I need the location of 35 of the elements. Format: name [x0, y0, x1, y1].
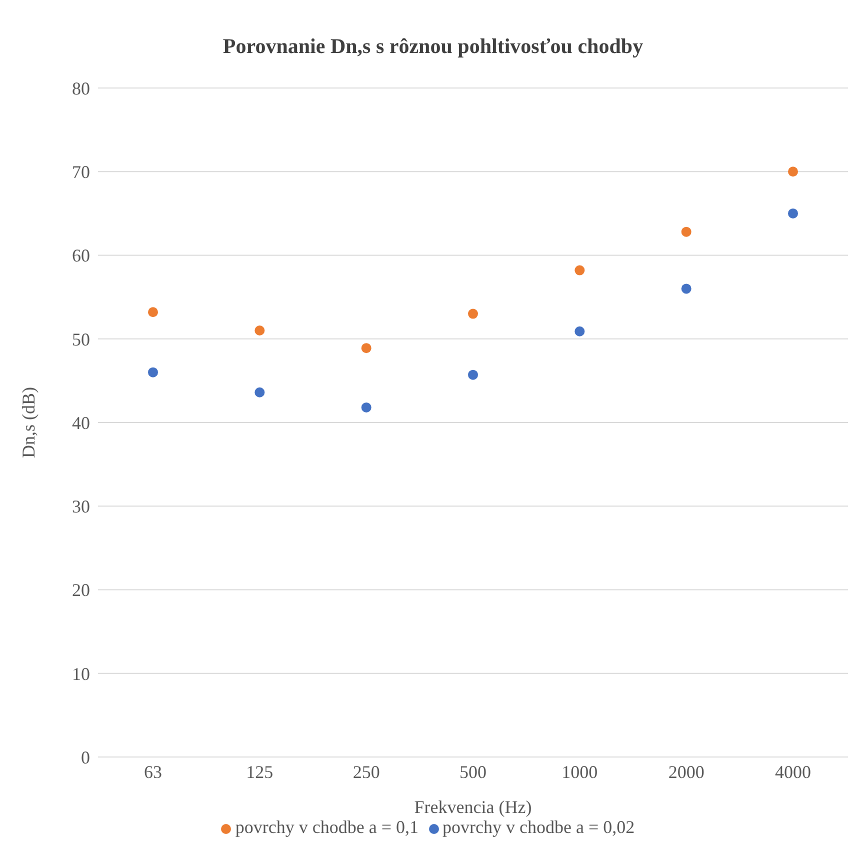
point: [574, 326, 585, 336]
point: [148, 367, 158, 378]
point: [681, 284, 692, 294]
x-tick-label: 63: [144, 762, 162, 782]
point: [361, 343, 372, 354]
point: [788, 166, 798, 177]
point: [788, 208, 798, 218]
point: [681, 226, 692, 237]
y-tick-label: 60: [72, 246, 90, 266]
x-axis-title: Frekvencia (Hz): [414, 797, 532, 817]
y-tick-label: 80: [72, 78, 90, 98]
point: [254, 387, 265, 398]
y-tick-label: 10: [72, 664, 90, 684]
point: [361, 402, 372, 412]
x-tick-label: 1000: [562, 762, 598, 782]
y-tick-label: 40: [72, 412, 90, 433]
x-tick-label: 2000: [668, 762, 704, 782]
y-tick-label: 70: [72, 162, 90, 182]
chart-title: Porovnanie Dn,s s rôznou pohltivosťou chodby: [222, 33, 644, 60]
y-tick-label: 30: [72, 496, 90, 517]
y-axis-title: Dn,s (dB): [18, 386, 38, 458]
point: [574, 265, 585, 276]
legend-label: povrchy v chodbe a = 0,1: [235, 817, 418, 837]
x-tick-label: 125: [246, 762, 274, 782]
y-tick-label: 50: [72, 329, 90, 350]
legend-label: povrchy v chodbe a = 0,02: [442, 817, 635, 837]
x-tick-label: 500: [460, 762, 486, 782]
x-tick-label: 250: [352, 762, 380, 782]
y-tick-label: 0: [81, 747, 90, 768]
x-tick-label: 4000: [775, 762, 811, 782]
point: [468, 370, 478, 380]
point: [254, 326, 265, 336]
point: [148, 307, 158, 318]
point: [468, 308, 478, 319]
y-tick-label: 20: [72, 580, 90, 600]
